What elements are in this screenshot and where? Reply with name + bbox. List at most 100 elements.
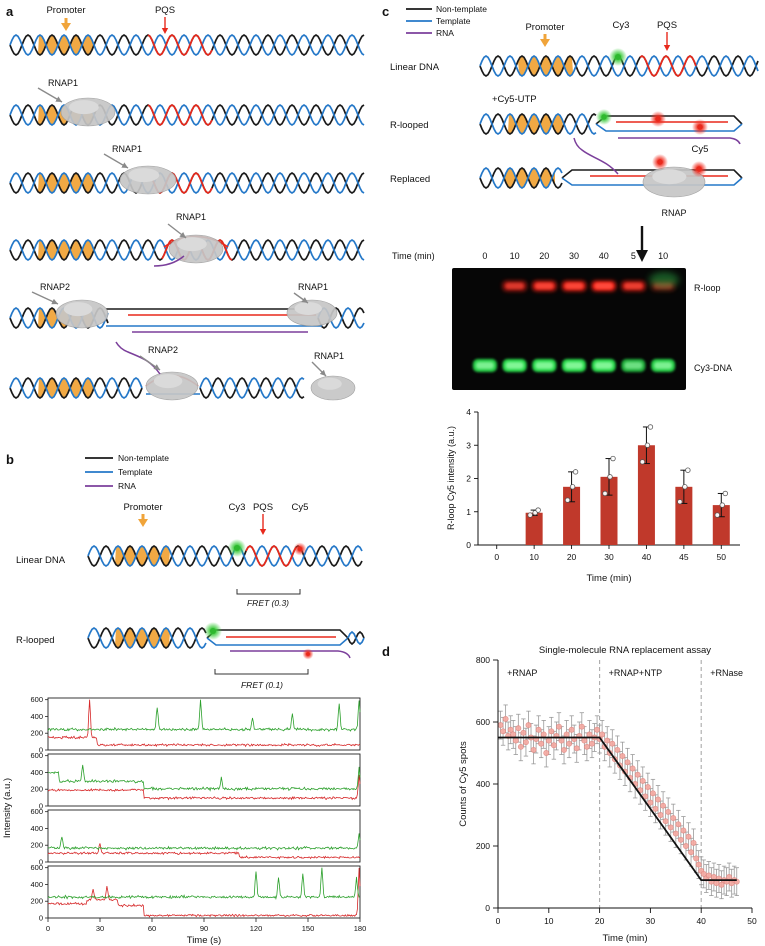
panel-d-plot: 0 200 400 600 800 0 10 20 30 40 50 +RNAP +RNAP+NTP +R… [476, 655, 757, 926]
promoter-region [38, 35, 95, 55]
x-tick-label: 150 [302, 924, 315, 933]
y-tick-label: 400 [30, 824, 43, 833]
x-tick-label: 30 [646, 916, 656, 926]
dna-helix [199, 376, 305, 400]
pqs-region [639, 54, 697, 78]
promoter-label: Promoter [525, 22, 564, 33]
data-point [581, 737, 588, 744]
data-point [594, 726, 601, 733]
chart-title: Single-molecule RNA replacement assay [539, 645, 711, 656]
dna-helix [9, 33, 365, 57]
dna-helix [9, 171, 365, 195]
trace-plot: 0 200 400 600 [30, 695, 361, 755]
data-point [718, 881, 725, 888]
dna-helix [479, 112, 597, 136]
rna-strand [573, 137, 619, 175]
fret-bracket [236, 589, 301, 595]
data-point [610, 455, 616, 462]
trace-line [47, 867, 361, 918]
cy3-label: Cy3 [229, 502, 246, 513]
cy3-dot [609, 48, 627, 66]
trace-line [48, 699, 361, 748]
y-tick-label: 400 [30, 880, 43, 889]
rnap2-label: RNAP2 [148, 345, 178, 355]
x-tick-label: 60 [148, 924, 156, 933]
data-point [502, 715, 509, 722]
data-point [569, 484, 576, 490]
rnap-blob [145, 371, 199, 401]
trace-line [47, 833, 361, 851]
gel-lane-time: 30 [569, 251, 579, 261]
pointer-arrow-icon [167, 223, 187, 239]
panel-c-label: c [382, 4, 389, 19]
data-point [677, 499, 683, 505]
promoter-region [115, 546, 170, 566]
dna-helix [87, 544, 363, 568]
y-tick-label: 600 [30, 751, 43, 760]
gel-lane-time: 10 [510, 251, 520, 261]
data-point [675, 821, 682, 828]
x-tick-label: 50 [717, 552, 727, 562]
gel-lane-time: 10 [658, 251, 668, 261]
rnap2-label: RNAP2 [40, 282, 70, 292]
data-point [614, 746, 621, 753]
x-tick-label: 90 [200, 924, 208, 933]
bar [637, 445, 655, 545]
y-tick-label: 0 [39, 746, 43, 755]
y-tick-label: 400 [30, 768, 43, 777]
y-tick-label: 600 [30, 863, 43, 872]
y-tick-label: 200 [476, 841, 490, 851]
data-point [538, 740, 545, 747]
x-tick-label: 40 [696, 916, 706, 926]
x-axis-label: Time (min) [586, 573, 631, 584]
y-tick-label: 1 [466, 507, 471, 517]
legend-label: Non-template [118, 453, 169, 463]
x-tick-label: 20 [595, 916, 605, 926]
promoter-arrow-icon [61, 18, 71, 31]
dna-helix [479, 166, 563, 190]
y-tick-label: 200 [30, 897, 43, 906]
panel-a: a Promoter PQS RNAP1 RNAP1 RNAP1 RNAP2 R… [6, 4, 365, 401]
data-point [527, 512, 533, 518]
panel-d-label: d [382, 644, 390, 659]
cy5-dot [650, 111, 666, 127]
trace-line [47, 774, 361, 801]
rnap1-label: RNAP1 [298, 282, 328, 292]
rna-strand [153, 255, 185, 267]
y-tick-label: 200 [30, 841, 43, 850]
x-tick-label: 45 [679, 552, 689, 562]
trace-line [47, 843, 361, 860]
pointer-arrow-icon [311, 361, 327, 377]
x-tick-label: 20 [567, 552, 577, 562]
data-point [572, 469, 579, 475]
data-point [639, 777, 646, 784]
data-point [680, 827, 687, 834]
cy3-dna-band-label: Cy3-DNA [694, 363, 732, 373]
fret-high-label: FRET (0.3) [247, 598, 289, 608]
gel-lane-time: 0 [482, 251, 487, 261]
dna-helix [479, 54, 759, 78]
data-point [520, 729, 527, 736]
y-tick-label: 0 [485, 903, 490, 913]
rnap-blob [310, 375, 356, 401]
data-point [695, 861, 702, 868]
data-point [670, 815, 677, 822]
pointer-arrow-icon [293, 292, 309, 304]
legend-label: Non-template [436, 4, 487, 14]
data-point [589, 740, 595, 747]
cy5-dot [293, 542, 307, 556]
y-tick-label: 0 [39, 914, 43, 923]
rnap-blob [168, 234, 224, 264]
cy3-dot [228, 539, 246, 557]
cy5-label: Cy5 [292, 502, 309, 513]
data-point [564, 497, 571, 503]
gel-time-label: Time (min) [392, 251, 435, 261]
gel-lane-time: 40 [599, 251, 609, 261]
trace-plot: 0 200 400 600 [30, 751, 361, 811]
data-point [655, 796, 661, 803]
trace-line [47, 867, 361, 900]
rnap1-label: RNAP1 [314, 351, 344, 361]
x-tick-label: 10 [529, 552, 539, 562]
